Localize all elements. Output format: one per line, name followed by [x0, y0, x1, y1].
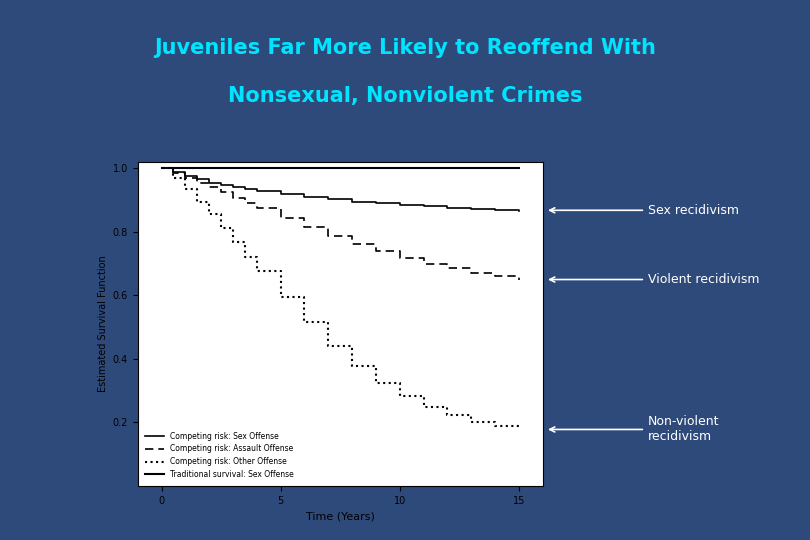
Text: Sex recidivism: Sex recidivism [550, 204, 739, 217]
Text: Non-violent
recidivism: Non-violent recidivism [550, 415, 719, 443]
Y-axis label: Estimated Survival Function: Estimated Survival Function [99, 255, 109, 393]
Text: Violent recidivism: Violent recidivism [550, 273, 760, 286]
Text: Juveniles Far More Likely to Reoffend With: Juveniles Far More Likely to Reoffend Wi… [154, 38, 656, 58]
Text: Nonsexual, Nonviolent Crimes: Nonsexual, Nonviolent Crimes [228, 86, 582, 106]
X-axis label: Time (Years): Time (Years) [305, 511, 375, 521]
Legend: Competing risk: Sex Offense, Competing risk: Assault Offense, Competing risk: Ot: Competing risk: Sex Offense, Competing r… [142, 429, 296, 482]
